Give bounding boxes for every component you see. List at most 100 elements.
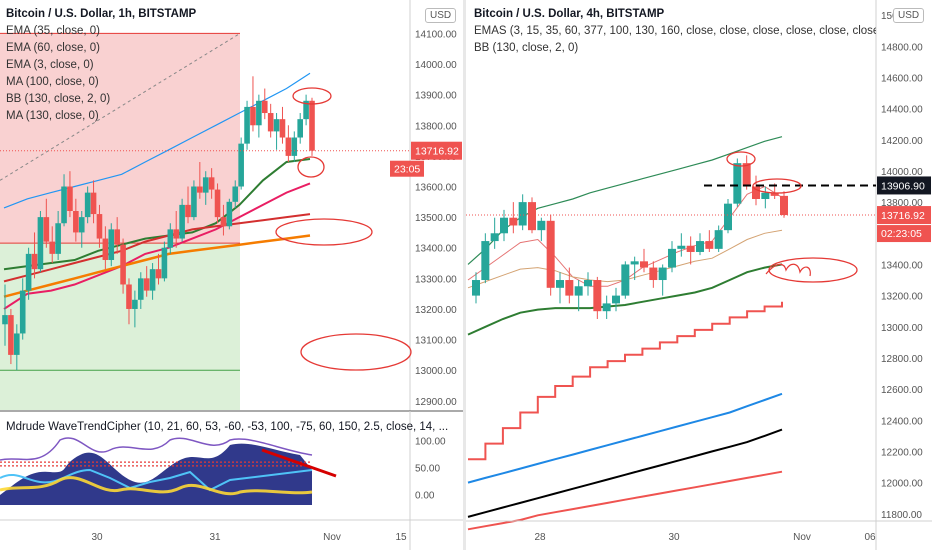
right-candle-body <box>630 261 639 265</box>
annotation-ellipse <box>292 87 332 105</box>
left-candle-body <box>126 284 132 309</box>
left-ma-line-2 <box>3 182 311 310</box>
left-candle-body <box>232 186 239 202</box>
left-candle-body <box>14 333 20 355</box>
left-candle-body <box>25 253 32 291</box>
right-chart-title: Bitcoin / U.S. Dollar, 4h, BITSTAMP <box>474 8 665 20</box>
left-candle-body <box>273 119 280 132</box>
right-chart-panel[interactable]: 11800.00 12000.00 12200.00 12400.00 12600.00… <box>466 0 932 550</box>
left-candle-body <box>137 278 144 300</box>
left-indicator-0[interactable]: EMA (35, close, 0) <box>6 25 100 37</box>
right-y-tick: 14600.00 <box>881 73 923 84</box>
right-ema-line-6 <box>467 428 783 518</box>
annotation-scribble <box>765 263 811 277</box>
right-candle-body <box>668 248 676 268</box>
trendline-annotation <box>261 448 337 478</box>
left-candle-body <box>19 290 26 334</box>
left-ma-line-3 <box>3 213 311 283</box>
annotation-ellipse <box>275 218 373 246</box>
right-ema-line-4 <box>468 301 783 461</box>
left-candle-body <box>208 177 215 190</box>
left-chart-canvas[interactable]: 12900.00 13000.00 13100.00 13200.00 13300.00… <box>0 0 463 550</box>
left-candle-body <box>173 229 180 239</box>
right-candle-body <box>677 245 686 249</box>
right-ema-line-7 <box>467 470 783 531</box>
left-countdown: 23:05 <box>394 164 420 176</box>
right-y-tick: 12000.00 <box>881 479 923 490</box>
left-candle-body <box>279 119 286 138</box>
left-candle-body <box>84 192 91 218</box>
right-candle-body <box>546 220 555 288</box>
panel-divider <box>463 0 466 550</box>
left-candle-body <box>291 137 298 156</box>
right-candle-body <box>742 163 751 187</box>
left-candle-body <box>185 204 191 218</box>
right-chart-legend: Bitcoin / U.S. Dollar, 4h, BITSTAMP EMAS… <box>474 6 876 57</box>
right-chart-canvas[interactable]: 11800.00 12000.00 12200.00 12400.00 12600.00… <box>466 0 932 550</box>
right-candle-body <box>752 186 760 199</box>
right-candle-body <box>686 245 695 252</box>
left-indicator-2[interactable]: EMA (3, close, 0) <box>6 59 94 71</box>
right-y-tick: 14200.00 <box>881 136 923 147</box>
left-indicator-5[interactable]: MA (130, close, 0) <box>6 110 99 122</box>
left-candle-body <box>2 315 8 325</box>
left-indicator-3[interactable]: MA (100, close, 0) <box>6 76 99 88</box>
oscillator-title: Mdrude WaveTrendCipher (10, 21, 60, 53, … <box>6 421 449 433</box>
right-candle-body <box>556 280 564 288</box>
left-chart-panel[interactable]: 12900.00 13000.00 13100.00 13200.00 13300.00… <box>0 0 463 550</box>
left-y-tick: 13400.00 <box>415 244 457 255</box>
left-candle-body <box>96 214 103 239</box>
left-candle-body <box>132 299 138 309</box>
left-price-label-bg <box>411 141 462 160</box>
left-candle-body <box>261 100 268 114</box>
wave-area <box>0 443 312 505</box>
left-candle-body <box>256 100 262 126</box>
annotation-ellipse <box>297 156 325 178</box>
right-candle-body <box>640 261 648 268</box>
right-indicator-1[interactable]: BB (130, close, 2, 0) <box>474 42 579 54</box>
left-candle-body <box>120 244 126 285</box>
annotation-ellipse <box>300 333 412 371</box>
left-y-tick: 14000.00 <box>415 60 457 71</box>
level-price-label: 13906.90 <box>881 180 925 192</box>
right-y-tick: 13200.00 <box>881 292 923 303</box>
left-y-tick: 12900.00 <box>415 397 457 408</box>
left-candle-body <box>214 189 221 218</box>
right-candle-body <box>705 241 714 249</box>
right-currency-button[interactable]: USD <box>893 8 925 23</box>
right-candle-body <box>472 280 480 296</box>
right-y-tick: 14800.00 <box>881 42 923 53</box>
left-indicator-4[interactable]: BB (130, close, 2, 0) <box>6 93 111 105</box>
left-candle-body <box>161 247 168 279</box>
level-price-label-bg <box>877 176 931 195</box>
left-x-tick: 15 <box>395 532 407 543</box>
right-candle-body <box>770 192 779 196</box>
right-y-tick: 12800.00 <box>881 354 923 365</box>
left-candle-body <box>197 186 203 193</box>
right-x-tick: 30 <box>668 532 680 543</box>
left-candle-body <box>102 238 109 260</box>
left-x-tick: 31 <box>209 532 221 543</box>
osc-y-tick: 50.00 <box>415 464 440 475</box>
right-price-label: 13716.92 <box>881 210 925 222</box>
left-candle-body <box>90 192 97 215</box>
right-y-tick: 13800.00 <box>881 198 923 209</box>
annotation-ellipse <box>752 178 802 194</box>
right-candle-body <box>602 303 611 312</box>
left-candle-body <box>55 223 61 254</box>
left-price-label: 13716.92 <box>415 146 459 158</box>
left-candle-body <box>167 229 174 248</box>
right-candle-body <box>518 202 527 226</box>
right-y-tick: 14000.00 <box>881 167 923 178</box>
right-ema-line-3 <box>467 263 783 336</box>
left-indicator-1[interactable]: EMA (60, close, 0) <box>6 42 100 54</box>
right-indicator-0[interactable]: EMAS (3, 15, 35, 60, 377, 100, 130, 160,… <box>474 25 876 37</box>
risk-diagonal <box>0 33 241 181</box>
left-y-tick: 13200.00 <box>415 305 457 316</box>
left-chart-legend: Bitcoin / U.S. Dollar, 1h, BITSTAMP EMA … <box>6 6 196 125</box>
left-currency-button[interactable]: USD <box>425 8 457 23</box>
osc-y-tick: 0.00 <box>415 490 435 501</box>
right-candle-body <box>621 264 630 296</box>
left-candle-body <box>8 315 14 355</box>
right-price-label-bg <box>877 206 931 225</box>
